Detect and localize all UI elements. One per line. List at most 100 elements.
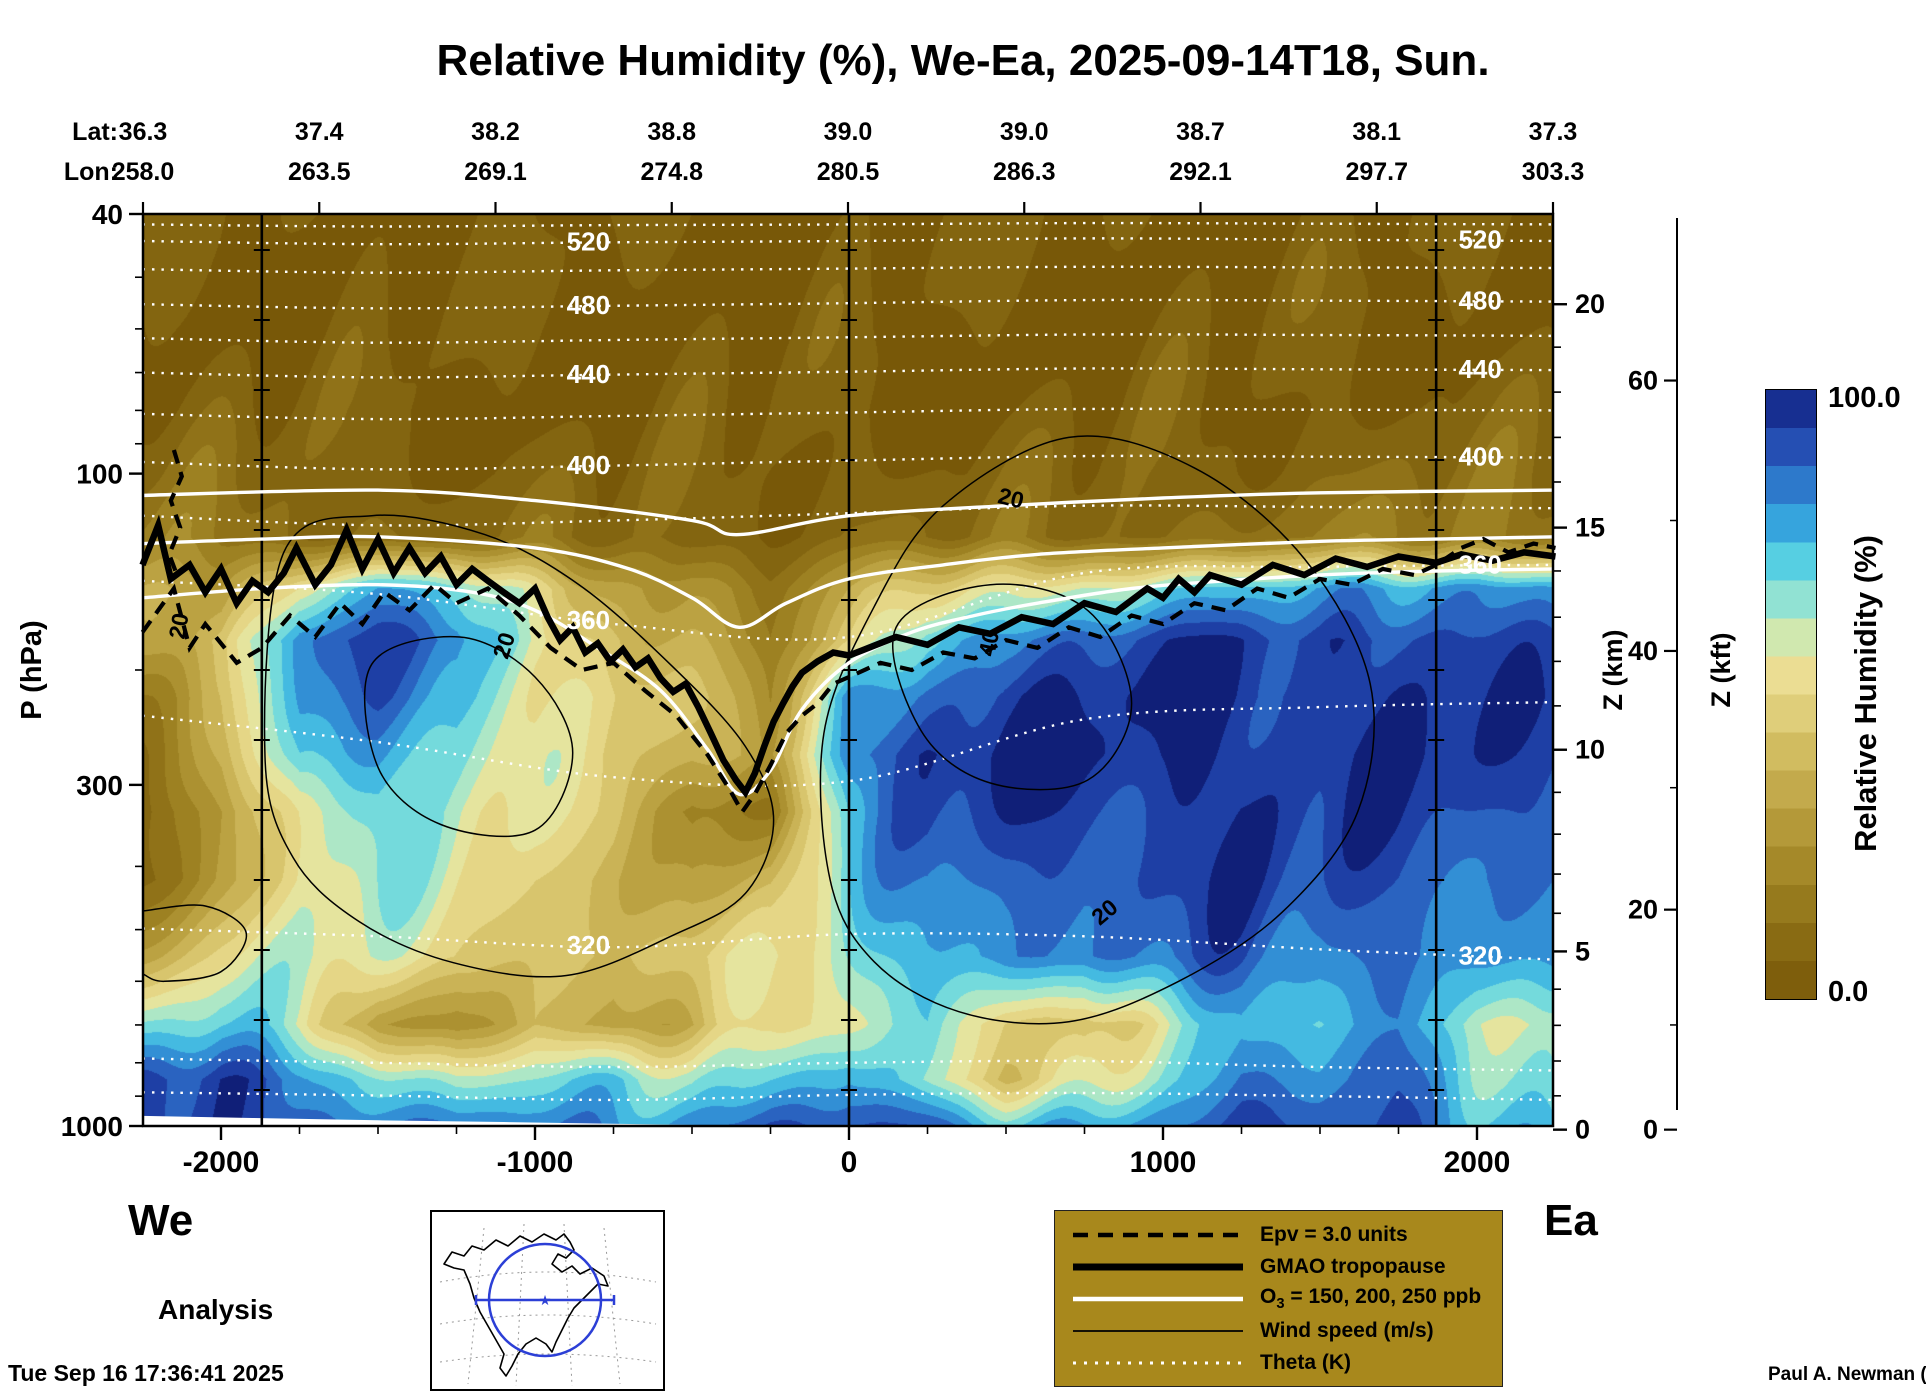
- credit: Paul A. Newman (NASA: [1768, 1364, 1926, 1385]
- lon-value: 303.3: [1521, 158, 1585, 186]
- svg-text:40: 40: [1628, 636, 1658, 666]
- svg-text:40: 40: [92, 199, 123, 230]
- east-end-label: Ea: [1544, 1196, 1598, 1245]
- zkft-axis-title: Z (kft): [1706, 632, 1736, 708]
- wind-contours: [142, 435, 1375, 1025]
- lon-value: 286.3: [992, 158, 1056, 186]
- svg-text:60: 60: [1628, 366, 1658, 396]
- svg-text:440: 440: [1458, 354, 1501, 384]
- analysis-label: Analysis: [158, 1294, 274, 1325]
- lon-value: 280.5: [816, 158, 880, 186]
- svg-text:320: 320: [1458, 940, 1501, 970]
- lat-value: 37.3: [1528, 118, 1578, 146]
- timestamp: Tue Sep 16 17:36:41 2025: [8, 1360, 284, 1386]
- svg-text:1000: 1000: [61, 1111, 123, 1142]
- lat-value: 37.4: [294, 118, 344, 146]
- svg-text:5: 5: [1575, 936, 1590, 966]
- svg-text:0: 0: [1575, 1115, 1590, 1145]
- tropopause-line: [139, 514, 1556, 799]
- legend-label-tropopause: GMAO tropopause: [1260, 1255, 1446, 1278]
- legend-item-o3: O3 = 150, 200, 250 ppb: [1071, 1283, 1502, 1315]
- legend-label-epv: Epv = 3.0 units: [1260, 1223, 1408, 1246]
- svg-text:20: 20: [164, 611, 194, 641]
- svg-text:-2000: -2000: [183, 1146, 260, 1179]
- svg-text:10: 10: [1575, 735, 1605, 765]
- legend-item-wind: Wind speed (m/s): [1071, 1315, 1502, 1347]
- map-graticule: [467, 1227, 485, 1385]
- lat-value: 36.3: [118, 118, 168, 146]
- lat-value: 39.0: [823, 118, 873, 146]
- surface-mask: [143, 1115, 799, 1126]
- legend-label-theta: Theta (K): [1260, 1351, 1351, 1374]
- lon-value: 292.1: [1169, 158, 1232, 186]
- legend-label-o3: O3 = 150, 200, 250 ppb: [1260, 1285, 1482, 1313]
- svg-text:15: 15: [1575, 513, 1605, 543]
- svg-text:0: 0: [1643, 1115, 1658, 1145]
- svg-text:1000: 1000: [1130, 1146, 1197, 1179]
- lon-axis-label: Lon:: [63, 158, 118, 186]
- west-end-label: We: [128, 1196, 194, 1245]
- svg-text:20: 20: [1086, 894, 1122, 930]
- svg-text:2000: 2000: [1444, 1146, 1511, 1179]
- legend-item-theta: Theta (K): [1071, 1347, 1502, 1379]
- lat-axis-label: Lat:: [72, 118, 118, 146]
- epv-contour: [140, 449, 1556, 816]
- lon-value: 274.8: [640, 158, 704, 186]
- svg-text:-1000: -1000: [497, 1146, 574, 1179]
- lat-value: 38.1: [1352, 118, 1402, 146]
- svg-text:440: 440: [567, 359, 610, 389]
- lon-value: 297.7: [1345, 158, 1409, 186]
- svg-text:520: 520: [567, 226, 610, 256]
- svg-text:360: 360: [567, 605, 610, 635]
- chart-title: Relative Humidity (%), We-Ea, 2025-09-14…: [436, 36, 1490, 85]
- colorbar: [1765, 389, 1817, 1000]
- colorbar-min-label: 0.0: [1828, 976, 1869, 1008]
- svg-text:20: 20: [996, 482, 1027, 513]
- colorbar-title: Relative Humidity (%): [1848, 535, 1883, 852]
- contour-labels: 520 520 480 480 440 440 400 400 360 360 320 320 20 40…: [164, 225, 1502, 971]
- lat-value: 38.7: [1176, 118, 1225, 146]
- lat-value: 38.8: [647, 118, 697, 146]
- svg-text:360: 360: [1458, 550, 1501, 580]
- svg-text:400: 400: [1458, 441, 1501, 471]
- legend: Epv = 3.0 units GMAO tropopause O3 = 150, …: [1054, 1210, 1503, 1387]
- map-inset: ★: [430, 1210, 665, 1391]
- zkm-axis-title: Z (km): [1598, 629, 1628, 711]
- lon-value: 258.0: [111, 158, 175, 186]
- legend-label-wind: Wind speed (m/s): [1260, 1319, 1434, 1342]
- svg-text:480: 480: [1458, 285, 1501, 315]
- legend-line-o3: [1073, 1296, 1243, 1302]
- svg-text:20: 20: [1628, 895, 1658, 925]
- map-graticule: [439, 1271, 657, 1283]
- reference-lines: [253, 214, 1445, 1126]
- svg-text:20: 20: [488, 629, 521, 661]
- axes: 40 100 300 1000 -2000 -1000 0 1000 2000 0 5 10 15 20 0…: [61, 199, 1678, 1179]
- svg-text:0: 0: [841, 1146, 858, 1179]
- svg-text:480: 480: [567, 290, 610, 320]
- svg-text:100: 100: [76, 459, 123, 490]
- lon-value: 263.5: [287, 158, 351, 186]
- legend-item-tropopause: GMAO tropopause: [1071, 1251, 1502, 1283]
- map-coastline: [443, 1233, 609, 1377]
- legend-line-epv: [1073, 1232, 1243, 1238]
- svg-text:20: 20: [1575, 289, 1605, 319]
- lat-value: 39.0: [999, 118, 1049, 146]
- svg-text:520: 520: [1458, 225, 1501, 255]
- map-inset-svg: ★: [439, 1223, 657, 1387]
- svg-text:40: 40: [973, 628, 1004, 658]
- legend-line-tropopause: [1073, 1263, 1243, 1271]
- legend-item-epv: Epv = 3.0 units: [1071, 1219, 1502, 1251]
- pressure-axis-title: P (hPa): [16, 620, 48, 720]
- map-graticule: [603, 1227, 621, 1385]
- lat-value: 38.2: [471, 118, 520, 146]
- legend-line-theta: [1073, 1361, 1243, 1365]
- lon-value: 269.1: [464, 158, 527, 186]
- colorbar-max-label: 100.0: [1828, 382, 1901, 414]
- center-star-marker: ★: [539, 1292, 552, 1308]
- svg-text:320: 320: [567, 930, 610, 960]
- map-graticule: [439, 1314, 657, 1325]
- svg-text:400: 400: [567, 450, 610, 480]
- svg-text:300: 300: [76, 770, 123, 801]
